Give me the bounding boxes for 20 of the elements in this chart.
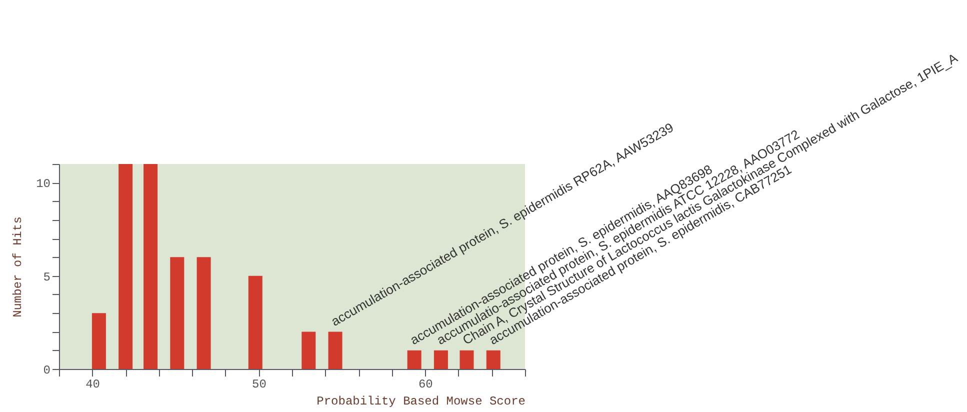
bar	[118, 164, 133, 369]
bar	[170, 257, 184, 369]
bar	[92, 313, 106, 369]
bar	[196, 257, 211, 369]
y-tick-label: 10	[36, 177, 50, 192]
bar	[460, 350, 474, 369]
bar	[248, 276, 262, 369]
x-axis-title: Probability Based Mowse Score	[316, 394, 526, 408]
bar	[486, 350, 500, 369]
x-tick-label: 40	[86, 378, 100, 392]
bar	[144, 164, 158, 369]
x-tick-label: 50	[252, 378, 266, 392]
y-tick-label: 0	[43, 364, 50, 378]
bar	[434, 350, 448, 369]
x-tick-label: 60	[418, 378, 433, 392]
bar	[302, 332, 316, 369]
y-axis-title: Number of Hits	[11, 216, 26, 318]
bar	[328, 332, 342, 369]
bar	[407, 350, 422, 369]
y-tick-label: 5	[43, 270, 50, 284]
